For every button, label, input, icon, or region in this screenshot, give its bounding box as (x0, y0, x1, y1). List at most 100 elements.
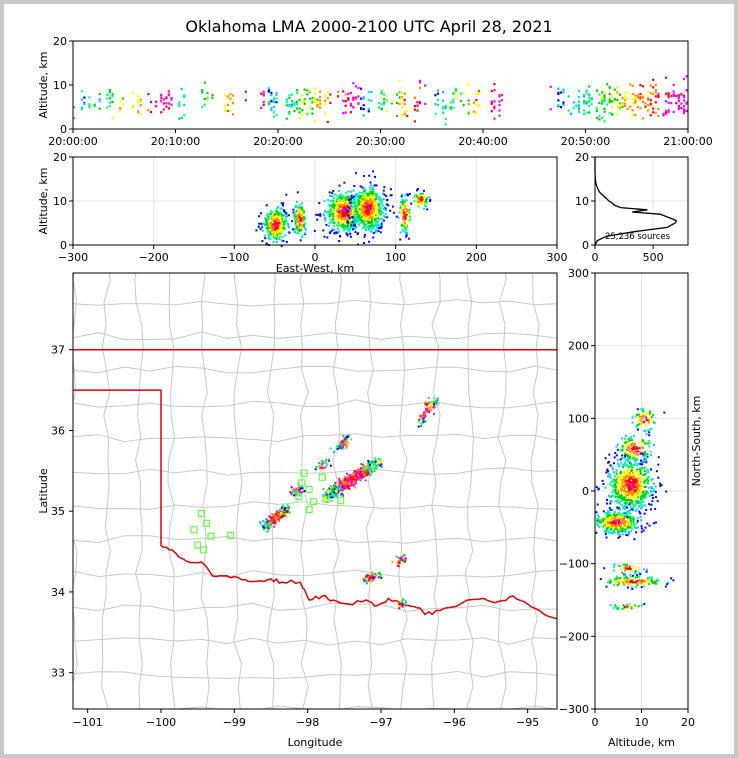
source-point-900 (352, 227, 354, 229)
source-point-931 (329, 218, 332, 221)
source-point-631 (609, 477, 612, 480)
source-point-139 (282, 223, 285, 226)
source-point-1575 (405, 234, 408, 237)
source-point-1007 (369, 474, 372, 476)
source-point-742 (356, 221, 358, 224)
source-point-571 (615, 478, 618, 481)
source-point-637 (349, 226, 352, 229)
source-point-192 (274, 518, 277, 521)
source-point-171 (265, 223, 268, 225)
source-point-362 (301, 214, 304, 217)
source-point-1115 (330, 488, 333, 491)
source-point-791 (329, 211, 332, 214)
source-point-259 (610, 465, 613, 468)
source-point-417 (325, 497, 328, 500)
source-point-298 (398, 96, 401, 99)
source-point-37 (119, 107, 122, 110)
source-point-384 (608, 453, 611, 456)
source-point-207 (313, 87, 317, 90)
source-point-949 (348, 478, 351, 481)
source-point-560 (624, 455, 626, 457)
source-point-590 (604, 457, 607, 460)
source-point-542 (634, 102, 637, 106)
source-point-1726 (429, 199, 432, 201)
source-point-628 (633, 479, 636, 482)
source-point-54 (255, 229, 258, 232)
source-point-914 (354, 227, 357, 230)
source-point-445 (588, 85, 591, 88)
source-point-614 (672, 110, 675, 114)
source-point-494 (620, 494, 623, 497)
source-point-535 (631, 97, 634, 100)
source-point-507 (630, 475, 633, 478)
source-point-426 (644, 467, 647, 469)
source-point-1241 (379, 231, 382, 234)
source-point-1548 (367, 217, 370, 220)
source-point-245 (349, 102, 352, 105)
source-point-1363 (373, 576, 376, 578)
source-point-559 (645, 509, 648, 511)
source-point-277 (377, 106, 381, 109)
source-point-162 (609, 464, 612, 467)
source-point-871 (350, 212, 353, 215)
source-point-479 (608, 111, 611, 115)
source-point-1702 (413, 195, 416, 198)
source-point-113 (264, 217, 267, 220)
source-point-1360 (358, 223, 361, 226)
source-point-533 (622, 507, 625, 510)
source-point-445 (639, 487, 642, 490)
source-point-1292 (436, 397, 439, 400)
source-point-828 (647, 429, 650, 432)
source-point-589 (643, 486, 646, 488)
source-point-99 (206, 98, 209, 101)
source-point-92 (636, 487, 639, 490)
source-point-1302 (361, 192, 364, 194)
source-point-184 (614, 475, 617, 478)
source-point-337 (442, 105, 445, 109)
source-point-757 (630, 439, 633, 442)
source-point-1172 (376, 196, 379, 199)
source-point-790 (645, 412, 648, 415)
source-point-600 (664, 76, 668, 79)
y-tick-label: 20 (575, 151, 589, 164)
source-point-35 (265, 522, 268, 524)
source-point-1298 (432, 401, 435, 404)
source-point-809 (643, 429, 646, 432)
source-point-1407 (403, 559, 406, 562)
source-point-1452 (372, 200, 375, 203)
source-point-772 (637, 413, 640, 416)
source-point-1289 (436, 398, 439, 401)
source-point-1661 (402, 216, 404, 219)
source-point-611 (642, 494, 645, 497)
source-point-1465 (374, 211, 377, 214)
source-point-929 (598, 516, 600, 518)
source-point-746 (630, 444, 633, 447)
source-point-927 (338, 211, 340, 213)
source-point-1592 (399, 238, 402, 241)
county-line (266, 273, 276, 709)
source-point-1071 (359, 219, 362, 222)
source-point-721 (333, 484, 336, 487)
station-marker-2 (202, 519, 211, 527)
source-point-1688 (422, 189, 425, 192)
source-point-594 (319, 213, 322, 216)
source-point-1379 (365, 574, 368, 577)
source-point-1518 (352, 206, 355, 209)
source-point-994 (363, 175, 366, 177)
source-point-992 (605, 530, 608, 533)
source-point-707 (333, 204, 336, 207)
source-point-1507 (368, 202, 371, 205)
source-point-190 (269, 516, 272, 519)
source-point-176 (634, 509, 637, 512)
source-point-231 (301, 487, 304, 490)
source-point-671 (379, 458, 382, 461)
source-point-175 (283, 510, 286, 513)
source-point-480 (608, 97, 611, 101)
source-point-311 (257, 225, 260, 228)
source-point-52 (265, 518, 268, 521)
source-point-1542 (373, 203, 376, 206)
source-point-334 (436, 98, 440, 101)
source-point-625 (615, 492, 618, 495)
source-point-181 (265, 242, 268, 245)
source-point-714 (327, 199, 330, 201)
